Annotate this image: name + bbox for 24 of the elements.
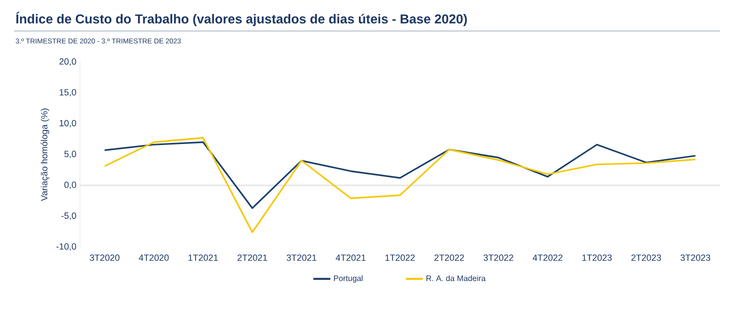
x-tick-label: 1T2022 — [385, 254, 415, 261]
chart-title: Índice de Custo do Trabalho (valores ajustados de dias úteis - Base 2020) — [16, 12, 467, 26]
x-tick-label: 1T2021 — [188, 254, 218, 261]
y-tick-label: 20,0 — [59, 58, 76, 66]
x-tick-label: 4T2020 — [138, 254, 169, 261]
y-tick-label: 10,0 — [60, 120, 76, 128]
x-tick-label: 3T2023 — [680, 254, 710, 261]
y-tick-label: -10,0 — [56, 243, 76, 251]
x-tick-label: 3T2020 — [90, 254, 120, 261]
line-series — [104, 137, 696, 233]
x-tick-label: 3T2021 — [286, 254, 316, 261]
x-tick-label: 1T2023 — [582, 254, 612, 261]
x-tick-label: 4T2021 — [336, 254, 366, 261]
y-tick-label: 0,0 — [64, 182, 76, 190]
x-tick-label: 2T2023 — [631, 254, 661, 261]
y-tick-label: -5,0 — [61, 212, 76, 220]
x-tick-label: 4T2022 — [532, 254, 562, 261]
x-tick-label: 2T2021 — [238, 254, 268, 261]
y-tick-label: 5,0 — [64, 150, 76, 158]
y-axis-title: Variação homóloga (%) — [40, 108, 50, 201]
y-tick-label: 15,0 — [60, 89, 76, 97]
x-tick-label: 3T2022 — [484, 254, 514, 261]
line-series — [104, 141, 696, 209]
x-tick-label: 2T2022 — [434, 254, 464, 261]
